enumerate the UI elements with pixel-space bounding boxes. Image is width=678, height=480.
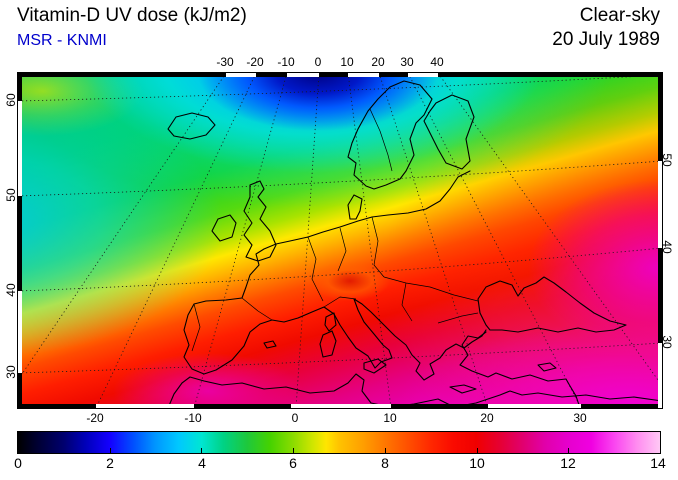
lon-tick-bottom: -20 <box>86 411 104 425</box>
coast-denmark <box>347 194 363 220</box>
header-right: Clear-sky 20 July 1989 <box>552 4 660 52</box>
coast-britain <box>243 180 277 262</box>
coast-mainland <box>183 170 487 381</box>
coast-cyprus <box>537 362 557 372</box>
colorbar <box>17 431 661 454</box>
date-label: 20 July 1989 <box>552 28 660 50</box>
coast-iceland <box>167 112 216 140</box>
colorbar-tick <box>293 448 294 453</box>
map-overlay <box>18 73 662 408</box>
frame-border-top <box>18 73 662 77</box>
lon-tick-top: 0 <box>314 55 322 69</box>
lon-tick-top: -20 <box>246 55 264 69</box>
page-title: Vitamin-D UV dose (kJ/m2) <box>17 5 247 26</box>
lon-tick-top: 20 <box>371 55 385 69</box>
condition-label: Clear-sky <box>579 5 660 26</box>
colorbar-tick <box>110 448 111 453</box>
coast-crete <box>449 384 477 394</box>
uv-dose-field <box>18 73 662 408</box>
coast-sardinia <box>319 330 337 358</box>
coast-balearics <box>263 340 277 349</box>
lat-tick-left: 50 <box>4 188 18 202</box>
frame-border-left <box>18 73 22 408</box>
coast-anatolia <box>459 331 581 408</box>
colorbar-tick <box>568 448 569 453</box>
source-label: MSR - KNMI <box>17 32 107 49</box>
lon-tick-bottom: 0 <box>291 411 299 425</box>
colorbar-label: 8 <box>381 455 389 471</box>
lon-tick-bottom: 20 <box>480 411 494 425</box>
coast-corsica <box>324 312 337 332</box>
colorbar-tick <box>201 448 202 453</box>
lon-tick-bottom: 30 <box>573 411 587 425</box>
coast-black-sea <box>477 276 627 333</box>
coastlines <box>167 80 662 408</box>
map-frame <box>17 72 663 409</box>
coast-scandinavia <box>347 80 433 190</box>
colorbar-label: 2 <box>106 455 114 471</box>
colorbar-tick <box>477 448 478 453</box>
country-borders <box>191 108 479 352</box>
coast-ireland <box>211 214 237 242</box>
frame-border-right <box>658 73 662 408</box>
colorbar-label: 12 <box>560 455 576 471</box>
lon-tick-top: -10 <box>277 55 295 69</box>
coast-finland <box>423 94 475 170</box>
lon-tick-top: 40 <box>430 55 444 69</box>
graticule <box>18 73 662 408</box>
lon-tick-bottom: -10 <box>184 411 202 425</box>
lat-tick-left: 30 <box>4 365 18 379</box>
colorbar-label: 0 <box>14 455 22 471</box>
coast-north-africa <box>167 373 662 408</box>
coast-sicily <box>363 358 387 374</box>
lon-tick-top: -30 <box>216 55 234 69</box>
lon-tick-bottom: 10 <box>383 411 397 425</box>
colorbar-tick <box>385 448 386 453</box>
lon-tick-top: 30 <box>400 55 414 69</box>
lon-tick-top: 10 <box>340 55 354 69</box>
colorbar-label: 6 <box>289 455 297 471</box>
lat-tick-left: 40 <box>4 283 18 297</box>
lat-tick-left: 60 <box>4 93 18 107</box>
frame-border-bottom <box>18 404 662 408</box>
colorbar-label: 10 <box>469 455 485 471</box>
colorbar-label: 4 <box>198 455 206 471</box>
colorbar-label: 14 <box>650 455 666 471</box>
